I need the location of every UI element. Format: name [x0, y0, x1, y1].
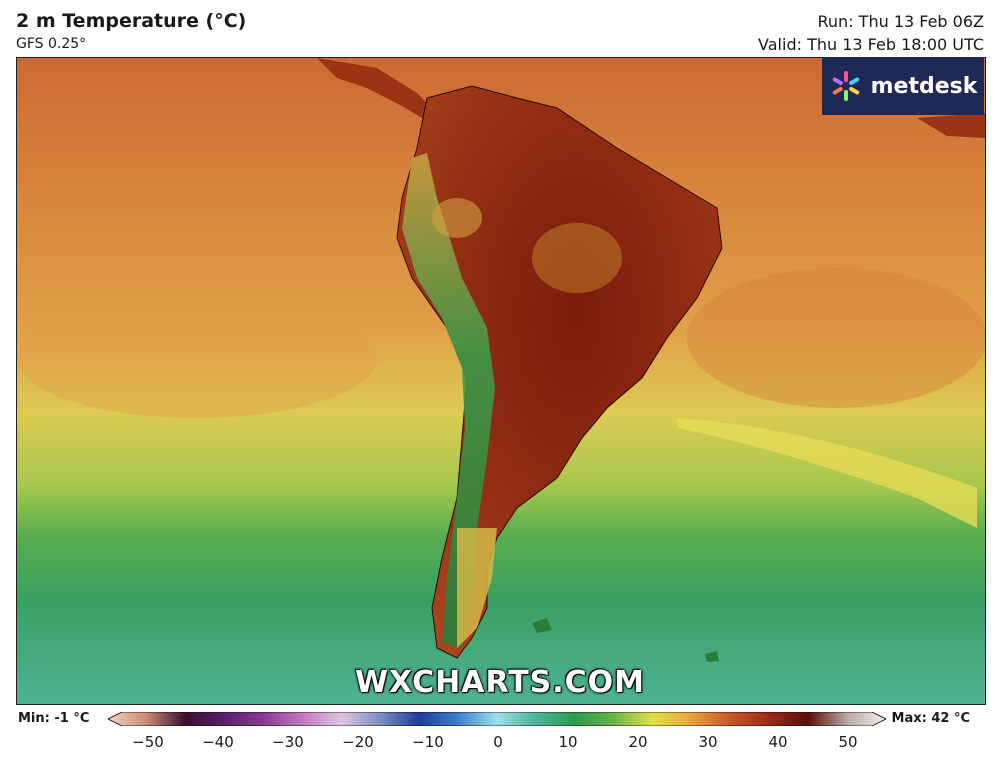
model-label: GFS 0.25° [16, 36, 87, 52]
colorbar-tick: −30 [272, 733, 304, 751]
map-title: 2 m Temperature (°C) [16, 10, 247, 32]
colorbar-tick: 0 [493, 733, 503, 751]
colorbar-tick: 50 [838, 733, 858, 751]
run-time: Run: Thu 13 Feb 06Z [817, 12, 984, 31]
logo-text: metdesk [870, 73, 978, 99]
metdesk-logo: metdesk [822, 57, 984, 115]
central-america [317, 58, 437, 118]
colorbar-tick: 20 [628, 733, 648, 751]
falkland-islands [532, 618, 552, 633]
watermark: WXCHARTS.COM [354, 665, 646, 700]
legend-min-label: Min: -1 °C [18, 711, 90, 726]
flower-icon [832, 71, 859, 101]
map-canvas [17, 58, 985, 704]
colorbar-tick: −10 [412, 733, 444, 751]
colorbar-tick: 40 [768, 733, 788, 751]
colorbar-tick: 10 [558, 733, 578, 751]
temperature-map[interactable] [16, 57, 986, 705]
colorbar-tick: −50 [132, 733, 164, 751]
andes [402, 153, 495, 648]
colorbar-tick: −40 [202, 733, 234, 751]
colorbar-tick: 30 [698, 733, 718, 751]
legend-max-label: Max: 42 °C [891, 711, 970, 726]
colorbar [108, 712, 886, 726]
valid-time: Valid: Thu 13 Feb 18:00 UTC [758, 35, 984, 54]
colorbar-tick: −20 [342, 733, 374, 751]
